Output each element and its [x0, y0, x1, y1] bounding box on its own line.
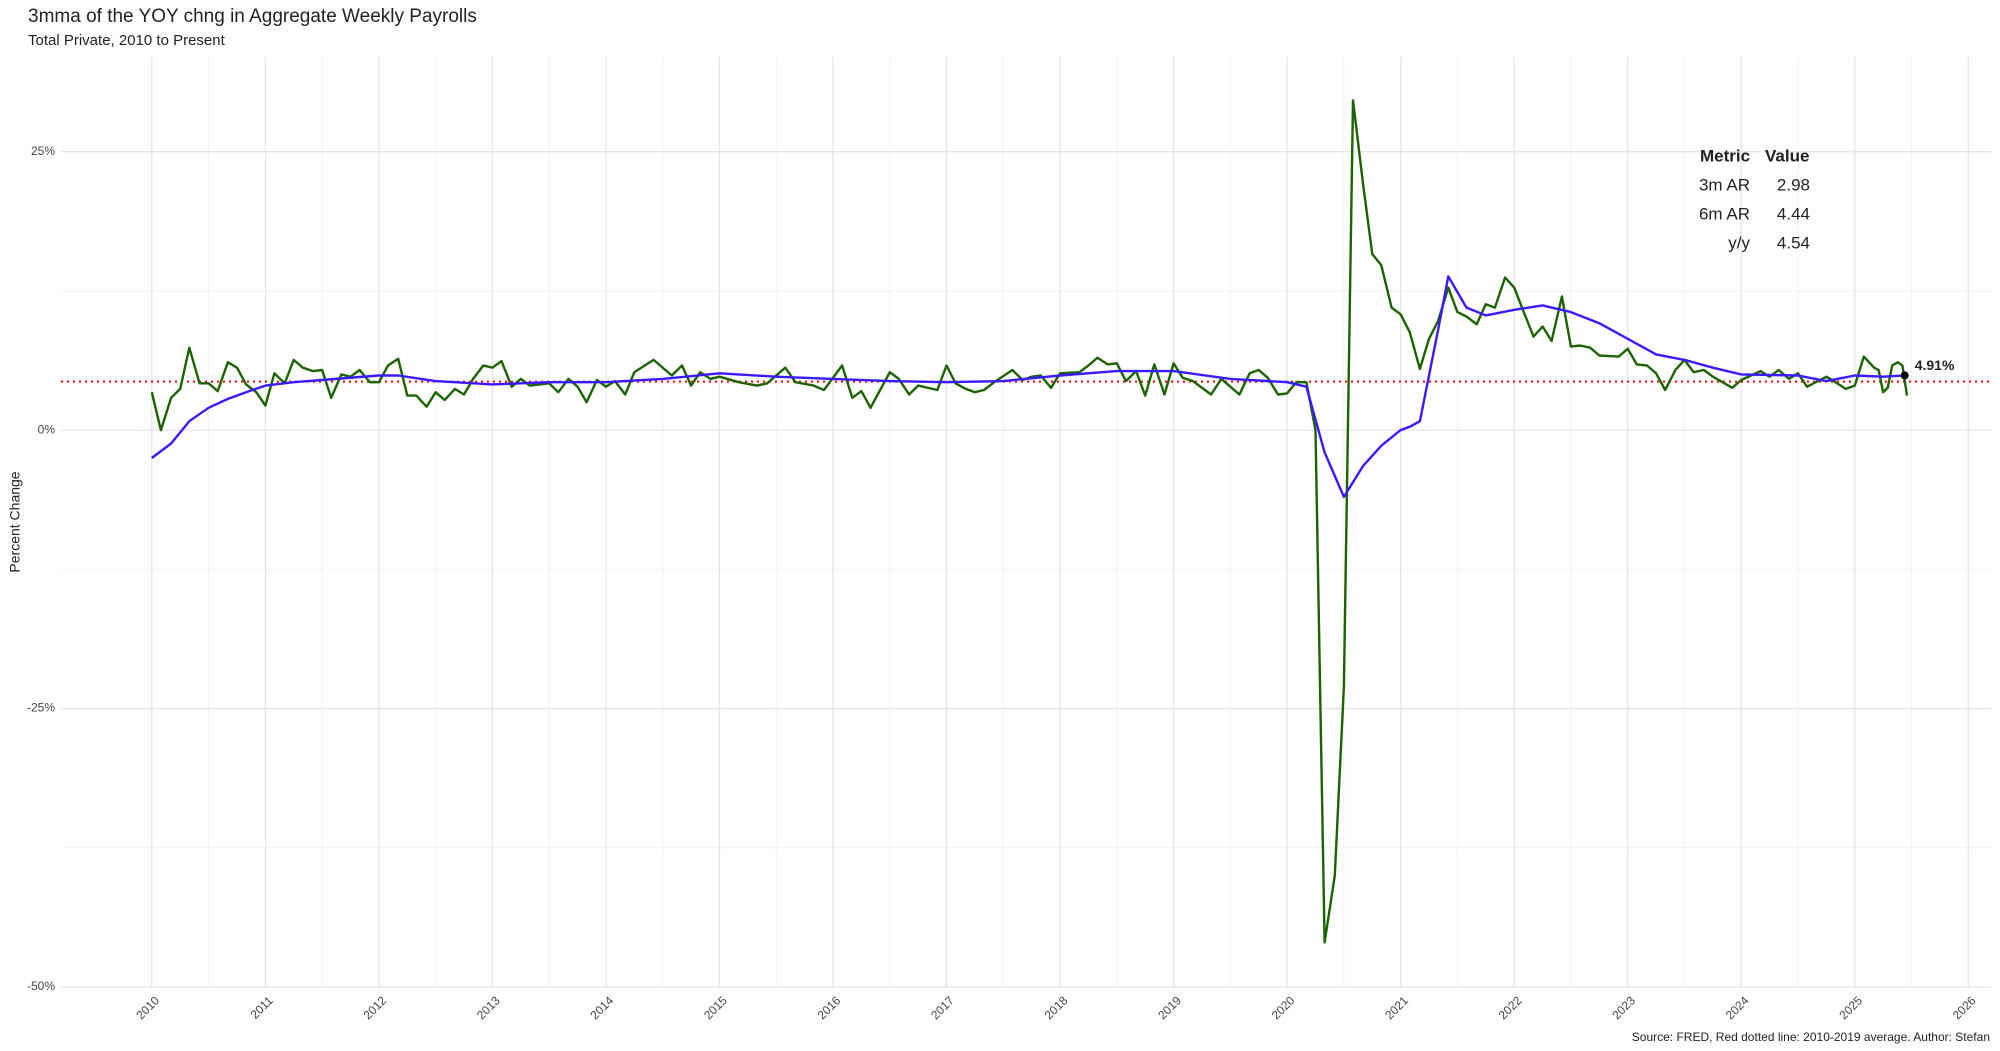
- x-tick-label: 2015: [701, 993, 730, 1022]
- y-tick-label: -50%: [27, 979, 55, 993]
- table-cell: 4.54: [1777, 233, 1810, 252]
- x-tick-label: 2024: [1723, 993, 1752, 1022]
- table-cell: 3m AR: [1699, 175, 1750, 194]
- x-tick-label: 2012: [360, 993, 389, 1022]
- table-cell: 6m AR: [1699, 204, 1750, 223]
- x-tick-label: 2022: [1496, 993, 1525, 1022]
- x-tick-label: 2013: [474, 993, 503, 1022]
- end-point: [1900, 371, 1909, 380]
- series-line: [151, 275, 1905, 499]
- x-tick-label: 2019: [1155, 993, 1184, 1022]
- x-tick-label: 2010: [133, 993, 162, 1022]
- x-tick-label: 2021: [1382, 993, 1411, 1022]
- series-line: [150, 99, 1909, 944]
- x-tick-label: 2020: [1269, 993, 1298, 1022]
- table-cell: y/y: [1728, 233, 1750, 252]
- table-cell: 2.98: [1777, 175, 1810, 194]
- x-tick-label: 2016: [815, 993, 844, 1022]
- x-tick-label: 2018: [1042, 993, 1071, 1022]
- x-tick-label: 2014: [588, 993, 617, 1022]
- chart-title: 3mma of the YOY chng in Aggregate Weekly…: [28, 6, 477, 27]
- table-header: Metric: [1700, 146, 1750, 165]
- y-axis-label: Percent Change: [7, 471, 23, 572]
- x-tick-label: 2026: [1950, 993, 1979, 1022]
- end-label: 4.91%: [1915, 357, 1955, 373]
- y-tick-label: 0%: [38, 422, 56, 436]
- y-tick-label: -25%: [27, 701, 55, 715]
- table-header: Value: [1765, 146, 1809, 165]
- y-tick-label: 25%: [31, 144, 55, 158]
- x-tick-label: 2023: [1609, 993, 1638, 1022]
- caption: Source: FRED, Red dotted line: 2010-2019…: [1632, 1030, 1990, 1044]
- x-tick-label: 2017: [928, 993, 957, 1022]
- x-tick-label: 2025: [1836, 993, 1865, 1022]
- x-tick-label: 2011: [248, 993, 276, 1021]
- chart-subtitle: Total Private, 2010 to Present: [28, 32, 226, 49]
- table-cell: 4.44: [1777, 204, 1810, 223]
